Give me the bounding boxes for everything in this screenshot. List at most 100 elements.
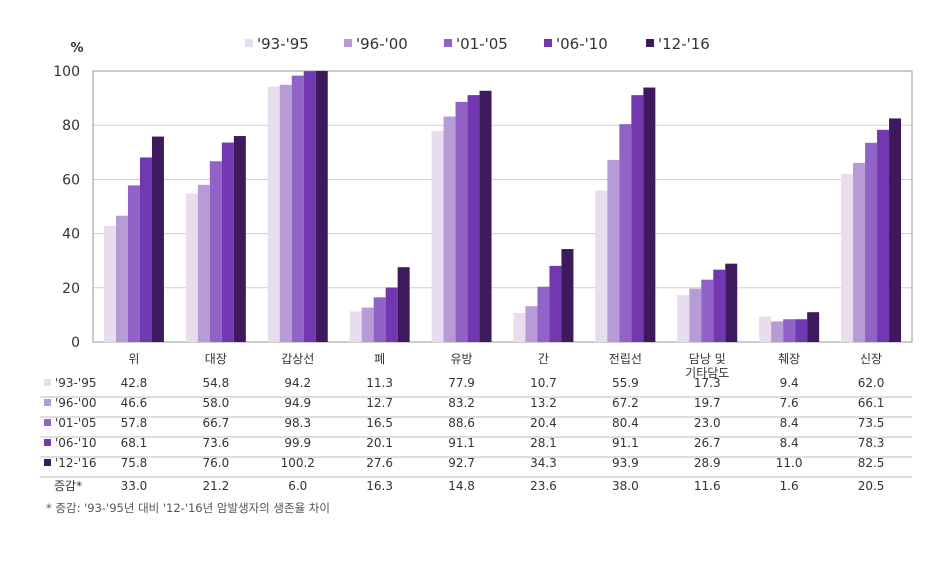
table-diff-cell: 1.6 [780, 479, 799, 493]
x-category-label: 기타담도 [685, 366, 729, 380]
table-cell: 11.0 [776, 456, 803, 470]
bar [865, 142, 878, 342]
bar [185, 193, 198, 342]
bar [443, 116, 456, 342]
table-diff-label: 증감* [54, 479, 82, 493]
table-cell: 68.1 [121, 436, 148, 450]
legend-swatch [344, 39, 352, 47]
table-diff-cell: 23.6 [530, 479, 557, 493]
x-category-label: 폐 [374, 352, 385, 366]
table-cell: 66.7 [202, 416, 229, 430]
table-cell: 20.1 [366, 436, 393, 450]
table-cell: 58.0 [202, 396, 229, 410]
table-cell: 75.8 [121, 456, 148, 470]
table-swatch [44, 459, 51, 466]
bar [771, 321, 784, 342]
table-cell: 55.9 [612, 376, 639, 390]
bar [349, 311, 362, 342]
bar [139, 157, 152, 342]
table-cell: 88.6 [448, 416, 475, 430]
bar [877, 129, 890, 342]
bar [197, 184, 210, 342]
bar [795, 319, 808, 342]
table-cell: 100.2 [281, 456, 315, 470]
bar [373, 297, 386, 342]
x-category-label: 담낭 및 [689, 352, 726, 366]
table-diff-cell: 14.8 [448, 479, 475, 493]
table-cell: 77.9 [448, 376, 475, 390]
table-cell: 73.6 [202, 436, 229, 450]
x-category-label: 전립선 [609, 352, 642, 366]
table-cell: 17.3 [694, 376, 721, 390]
table-row-label: '01-'05 [55, 416, 96, 430]
y-unit-label: % [70, 41, 83, 56]
legend-label: '06-'10 [556, 35, 608, 53]
table-cell: 26.7 [694, 436, 721, 450]
y-tick-label: 20 [62, 281, 80, 297]
table-cell: 78.3 [858, 436, 885, 450]
bar [677, 295, 690, 342]
table-cell: 54.8 [202, 376, 229, 390]
table-cell: 34.3 [530, 456, 557, 470]
bar [713, 269, 726, 342]
legend-swatch [245, 39, 253, 47]
y-tick-label: 60 [62, 172, 80, 188]
x-category-label: 췌장 [778, 352, 800, 366]
bar [233, 136, 246, 342]
table-cell: 80.4 [612, 416, 639, 430]
table-cell: 91.1 [448, 436, 475, 450]
table-cell: 28.1 [530, 436, 557, 450]
bar [689, 288, 702, 342]
bar [759, 316, 772, 342]
bar [151, 136, 164, 342]
legend-label: '01-'05 [456, 35, 508, 53]
bar [221, 142, 234, 342]
table-diff-cell: 16.3 [366, 479, 393, 493]
table-cell: 42.8 [121, 376, 148, 390]
table-swatch [44, 379, 51, 386]
bar [561, 249, 574, 342]
table-diff-cell: 11.6 [694, 479, 721, 493]
bar [279, 84, 292, 343]
table-cell: 99.9 [284, 436, 311, 450]
bar [385, 287, 398, 342]
table-swatch [44, 419, 51, 426]
table-cell: 92.7 [448, 456, 475, 470]
bar [643, 87, 656, 342]
bar [701, 279, 714, 342]
bar [103, 226, 116, 342]
table-cell: 7.6 [780, 396, 799, 410]
table-cell: 73.5 [858, 416, 885, 430]
y-tick-label: 100 [53, 64, 80, 80]
bar [127, 185, 140, 342]
bar [267, 86, 280, 342]
table-row-label: '96-'00 [55, 396, 96, 410]
legend-swatch [646, 39, 654, 47]
bar [841, 173, 854, 342]
table-cell: 11.3 [366, 376, 393, 390]
legend-label: '12-'16 [658, 35, 710, 53]
legend-label: '93-'95 [257, 35, 309, 53]
y-tick-label: 40 [62, 227, 80, 243]
bar [115, 215, 128, 342]
bar [595, 190, 608, 342]
bar [479, 90, 492, 343]
table-diff-cell: 6.0 [288, 479, 307, 493]
table-cell: 16.5 [366, 416, 393, 430]
table-cell: 12.7 [366, 396, 393, 410]
bar [619, 124, 632, 342]
x-category-label: 유방 [451, 352, 473, 366]
bar [783, 319, 796, 342]
y-tick-label: 0 [71, 335, 80, 351]
bar [889, 118, 902, 342]
table-cell: 10.7 [530, 376, 557, 390]
bar [209, 161, 222, 342]
table-cell: 94.2 [284, 376, 311, 390]
bar [397, 267, 410, 342]
plot-frame [92, 70, 913, 343]
table-cell: 28.9 [694, 456, 721, 470]
table-cell: 67.2 [612, 396, 639, 410]
bar [807, 312, 820, 342]
table-cell: 94.9 [284, 396, 311, 410]
